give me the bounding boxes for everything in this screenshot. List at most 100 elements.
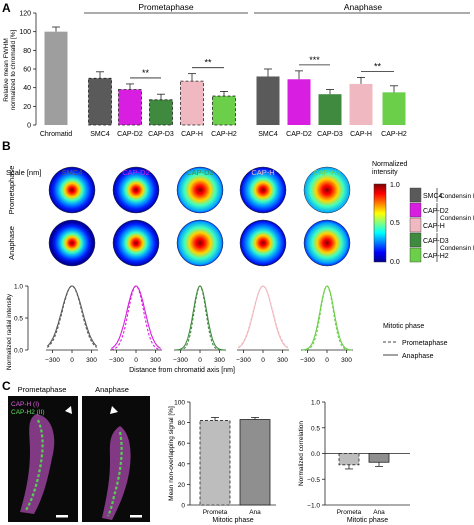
bar [180, 80, 204, 126]
profile-x-tick-label: 300 [86, 357, 97, 364]
bar [44, 31, 68, 126]
row-label: Prometaphase [7, 166, 16, 215]
y-tick-label: 0 [27, 123, 31, 130]
bar [239, 419, 271, 506]
colorbar-title: Normalized intensity [372, 161, 409, 176]
micrograph-prometaphase-image: CAP-H (I) CAP-H2 (II) [11, 401, 72, 518]
micrograph-prometaphase: CAP-H (I) CAP-H2 (II) [8, 396, 78, 522]
y-axis-label: Mean non-overlapping signal [%] [168, 406, 175, 501]
profile-line-prometaphase [46, 285, 98, 348]
bar [118, 89, 142, 126]
arrowhead-icon [65, 406, 72, 414]
y-tick-label: −0.5 [307, 477, 320, 484]
profiles-ylabel: Normalized radial intensity [6, 293, 13, 370]
panel-letter-c: C [2, 379, 11, 393]
x-tick-label: CAP-D3 [148, 131, 174, 138]
bar [368, 453, 390, 463]
intensity-map [303, 219, 351, 267]
x-tick-label: CAP-D2 [286, 131, 312, 138]
profile-x-tick-label: 0 [134, 357, 138, 364]
x-tick-label: CAP-D2 [117, 131, 143, 138]
legend-label: SMC4 [423, 193, 443, 200]
chromatid-axis-signal [107, 431, 123, 517]
profile-y-tick-label: 1.0 [14, 284, 23, 291]
profile-x-tick-label: −300 [236, 357, 251, 364]
scale-label: Scale [nm] [6, 168, 41, 177]
y-tick-label: 20 [23, 104, 31, 111]
intensity-map [176, 166, 224, 214]
x-tick-label: CAP-H2 [211, 131, 237, 138]
legend-swatch [409, 202, 422, 218]
legend-swatch [409, 187, 422, 203]
y-tick-label: 60 [23, 67, 31, 74]
y-tick-label: 120 [19, 11, 31, 18]
legend-swatch [409, 247, 422, 263]
bar [318, 94, 342, 125]
legend-title-mitotic-phase: Mitotic phase [383, 323, 424, 330]
significance-stars: *** [309, 55, 320, 65]
intensity-maps: Prometaphase SMC4 CAP-D2 CAP-D3 CAP-H CAP-H2 A… [7, 166, 351, 267]
micrograph-title-anaphase: Anaphase [95, 385, 129, 394]
bar [338, 453, 360, 466]
condensin-legend: SMC4 CAP-D2 CAP-H CAP-D3 CAP-H2 Condensin I+I… [409, 187, 474, 263]
chromatid-signal [20, 414, 55, 514]
phase-label-prometaphase: Prometaphase [138, 2, 194, 12]
scale-bar [56, 515, 68, 518]
profile-x-tick-label: −300 [109, 357, 124, 364]
intensity-map [239, 166, 287, 214]
bar [382, 92, 406, 125]
intensity-map [239, 219, 287, 267]
profile-x-tick-label: 300 [341, 357, 352, 364]
colorbar-title-line: Normalized [372, 161, 408, 168]
profile-y-tick-label: 0.5 [14, 316, 23, 323]
profile-x-tick-label: 300 [150, 357, 161, 364]
bar [256, 76, 280, 125]
profile-x-tick-label: 0 [325, 357, 329, 364]
intensity-map [303, 166, 351, 214]
y-tick-label: 80 [178, 420, 186, 427]
y-tick-label: 40 [23, 85, 31, 92]
y-tick-label: 0.5 [311, 425, 320, 432]
legend-swatch [409, 217, 422, 233]
legend-group-label: Condensin I [440, 215, 474, 222]
y-tick-label: −1.0 [307, 503, 320, 510]
legend-cap-h2: CAP-H2 (II) [11, 409, 45, 416]
profile-line-anaphase [46, 285, 98, 347]
y-tick-label: 20 [178, 482, 186, 489]
y-tick-label: 1.0 [311, 400, 320, 407]
column-label: SMC4 [62, 168, 83, 177]
y-tick-label: 100 [174, 400, 185, 407]
bar [212, 95, 236, 126]
profile-y-tick-label: 0.0 [14, 348, 23, 355]
profile-line-prometaphase [302, 285, 352, 351]
x-tick-label: SMC4 [258, 131, 278, 138]
colorbar-title-line: intensity [372, 169, 398, 176]
x-axis-label: Mitotic phase [347, 517, 388, 524]
legend-label-prometaphase: Prometaphase [402, 340, 448, 347]
micrograph-anaphase-image [102, 406, 142, 520]
significance-stars: ** [142, 68, 150, 78]
phase-label-anaphase: Anaphase [344, 2, 383, 12]
profile-x-tick-label: 300 [277, 357, 288, 364]
y-axis-label: Relative mean FWHM [3, 38, 10, 102]
legend-label: CAP-H [423, 223, 445, 230]
legend-group-label: Condensin I+II [440, 193, 474, 200]
arrowhead-icon [110, 406, 118, 414]
y-axis-label: normalized to chromatid [%] [10, 30, 17, 111]
x-tick-label: CAP-H2 [381, 131, 407, 138]
legend-group-label: Condensin II [440, 245, 474, 252]
bar [199, 420, 231, 506]
y-tick-label: 40 [178, 461, 186, 468]
y-tick-label: 0.0 [311, 451, 320, 458]
profile-line-anaphase [302, 285, 352, 351]
profile-x-tick-label: −300 [300, 357, 315, 364]
significance-stars: ** [204, 58, 212, 68]
legend-label: CAP-H2 [423, 253, 449, 260]
legend-cap-h: CAP-H (I) [11, 401, 39, 408]
micrograph-title-prometaphase: Prometaphase [18, 385, 67, 394]
bar [287, 79, 311, 125]
micrograph-anaphase [82, 396, 150, 522]
row-label: Anaphase [7, 226, 16, 260]
colorbar-tick: 0.5 [390, 220, 400, 227]
